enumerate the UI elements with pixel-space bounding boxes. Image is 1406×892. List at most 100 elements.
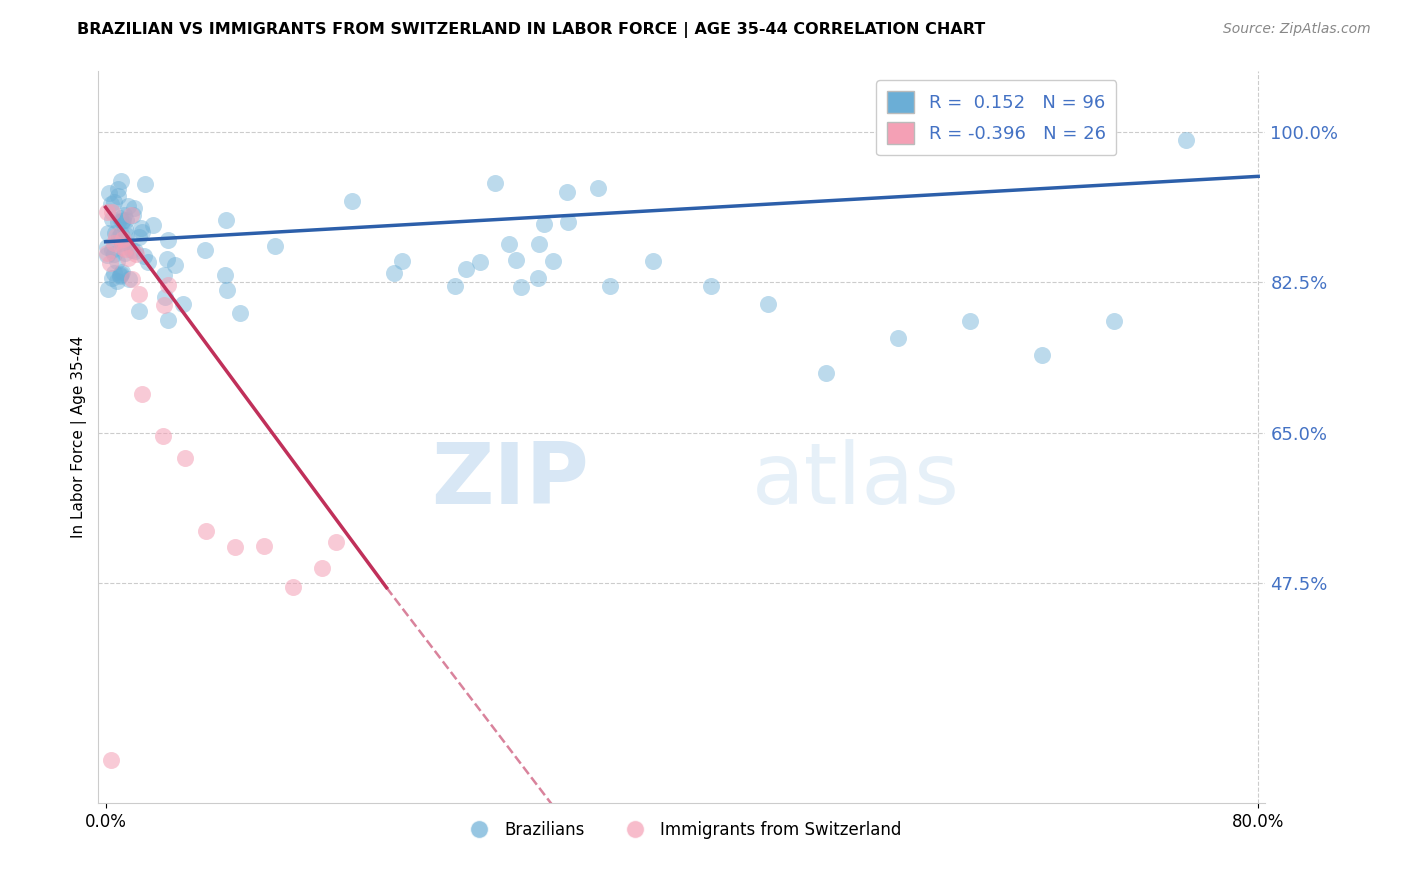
Point — [114, 227, 136, 242]
Point — [111, 214, 134, 228]
Point — [557, 215, 579, 229]
Point — [105, 229, 128, 244]
Point — [1102, 314, 1125, 328]
Point — [97, 282, 120, 296]
Point — [281, 580, 304, 594]
Point — [311, 560, 333, 574]
Point — [122, 208, 145, 222]
Point — [117, 251, 139, 265]
Point — [111, 235, 134, 250]
Point — [152, 429, 174, 443]
Point — [108, 230, 131, 244]
Point — [756, 296, 779, 310]
Point — [103, 195, 125, 210]
Point — [103, 266, 125, 280]
Point — [527, 236, 550, 251]
Point — [114, 242, 136, 256]
Point — [110, 265, 132, 279]
Point — [131, 386, 153, 401]
Point — [117, 199, 139, 213]
Point — [959, 314, 981, 328]
Point — [108, 268, 131, 282]
Point — [112, 232, 135, 246]
Point — [96, 204, 118, 219]
Point — [555, 185, 578, 199]
Point — [136, 255, 159, 269]
Point — [96, 246, 118, 260]
Point — [118, 272, 141, 286]
Point — [129, 220, 152, 235]
Point — [195, 524, 218, 538]
Point — [156, 234, 179, 248]
Point — [131, 225, 153, 239]
Point — [1031, 348, 1053, 362]
Point — [599, 279, 621, 293]
Point — [1175, 133, 1198, 147]
Point — [112, 235, 135, 249]
Point — [156, 252, 179, 267]
Text: atlas: atlas — [752, 440, 960, 523]
Point — [101, 271, 124, 285]
Point — [643, 253, 665, 268]
Point — [125, 247, 148, 261]
Point — [97, 226, 120, 240]
Point — [527, 271, 550, 285]
Point — [124, 201, 146, 215]
Text: BRAZILIAN VS IMMIGRANTS FROM SWITZERLAND IN LABOR FORCE | AGE 35-44 CORRELATION : BRAZILIAN VS IMMIGRANTS FROM SWITZERLAND… — [77, 22, 986, 38]
Point — [100, 197, 122, 211]
Point — [229, 306, 252, 320]
Y-axis label: In Labor Force | Age 35-44: In Labor Force | Age 35-44 — [72, 336, 87, 538]
Point — [215, 212, 238, 227]
Point — [173, 450, 195, 465]
Point — [172, 297, 194, 311]
Point — [498, 237, 520, 252]
Point — [114, 221, 136, 235]
Point — [264, 238, 287, 252]
Legend: Brazilians, Immigrants from Switzerland: Brazilians, Immigrants from Switzerland — [456, 814, 908, 846]
Point — [96, 240, 118, 254]
Point — [105, 274, 128, 288]
Point — [541, 254, 564, 268]
Point — [128, 304, 150, 318]
Point — [107, 189, 129, 203]
Point — [134, 177, 156, 191]
Point — [107, 254, 129, 268]
Point — [342, 194, 364, 208]
Point — [153, 268, 176, 282]
Point — [124, 244, 146, 258]
Text: Source: ZipAtlas.com: Source: ZipAtlas.com — [1223, 22, 1371, 37]
Point — [533, 217, 555, 231]
Point — [253, 539, 276, 553]
Point — [103, 247, 125, 261]
Point — [107, 215, 129, 229]
Point — [108, 211, 131, 226]
Point — [194, 243, 217, 257]
Point — [96, 247, 118, 261]
Point — [384, 266, 406, 280]
Point — [454, 262, 477, 277]
Point — [444, 279, 467, 293]
Point — [128, 230, 150, 244]
Point — [110, 267, 132, 281]
Point — [814, 366, 837, 380]
Point — [163, 258, 186, 272]
Point — [100, 205, 122, 219]
Point — [505, 252, 527, 267]
Point — [110, 227, 132, 241]
Point — [98, 186, 121, 200]
Point — [108, 268, 131, 283]
Point — [110, 174, 132, 188]
Point — [128, 287, 150, 301]
Point — [107, 182, 129, 196]
Point — [100, 753, 122, 767]
Point — [155, 290, 177, 304]
Point — [214, 268, 236, 282]
Point — [153, 298, 176, 312]
Point — [101, 211, 124, 226]
Point — [103, 236, 125, 251]
Point — [484, 176, 506, 190]
Point — [391, 253, 413, 268]
Point — [104, 226, 127, 240]
Point — [588, 181, 610, 195]
Point — [100, 244, 122, 258]
